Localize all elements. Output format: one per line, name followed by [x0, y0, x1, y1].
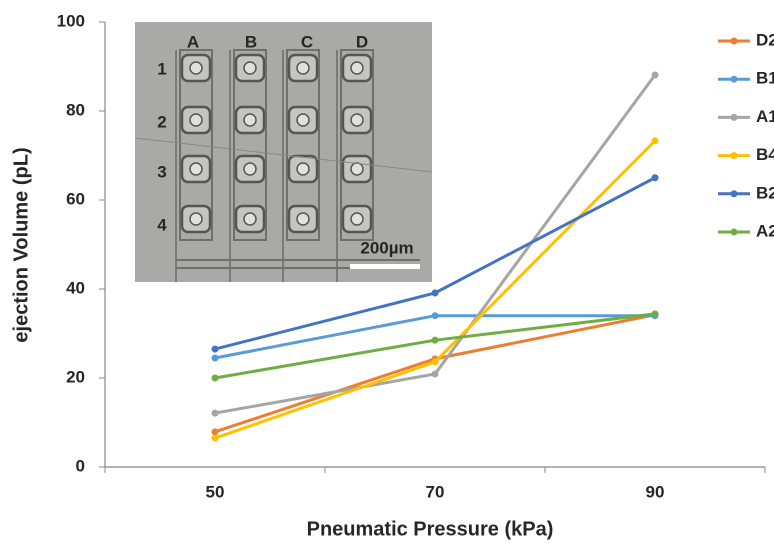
column-label: C [301, 32, 313, 51]
y-tick-label: 60 [66, 189, 85, 208]
data-point [431, 358, 439, 366]
y-axis-title: ejection Volume (pL) [10, 147, 32, 342]
x-tick-label: 90 [646, 482, 665, 501]
well-hole [243, 162, 257, 176]
y-tick-label: 80 [66, 100, 85, 119]
y-tick-label: 20 [66, 367, 85, 386]
well-hole [296, 162, 310, 176]
legend-label: B1 [756, 69, 774, 88]
channel [179, 49, 213, 241]
data-point [651, 310, 659, 318]
scratch [134, 137, 433, 173]
well-hole [296, 61, 310, 75]
channel [286, 49, 320, 241]
well-hole [189, 61, 203, 75]
legend-marker [730, 190, 738, 198]
well-hole [189, 162, 203, 176]
well-hole [243, 61, 257, 75]
well-hole [243, 113, 257, 127]
legend-marker [730, 228, 738, 236]
scale-bar [350, 264, 420, 269]
well-hole [296, 212, 310, 226]
legend-label: B2 [756, 183, 774, 202]
column-label: D [356, 32, 368, 51]
legend-label: A2 [756, 221, 774, 240]
well-hole [350, 61, 364, 75]
y-tick-label: 0 [76, 456, 85, 475]
legend-label: B4 [756, 145, 774, 164]
x-axis-title: Pneumatic Pressure (kPa) [307, 518, 554, 540]
channel [340, 49, 374, 241]
legend-label: D2 [756, 30, 774, 49]
row-label: 3 [157, 162, 166, 181]
data-point [651, 71, 659, 79]
data-point [211, 345, 219, 353]
column-label: A [187, 32, 199, 51]
data-point [431, 370, 439, 378]
well-hole [243, 212, 257, 226]
well-hole [189, 212, 203, 226]
well-hole [350, 113, 364, 127]
data-point [211, 428, 219, 436]
row-label: 4 [157, 215, 167, 234]
column-label: B [245, 32, 257, 51]
data-point [211, 354, 219, 362]
data-point [651, 137, 659, 145]
legend-marker [730, 152, 738, 160]
row-label: 2 [157, 112, 166, 131]
data-point [211, 434, 219, 442]
well-hole [189, 113, 203, 127]
data-point [651, 174, 659, 182]
row-label: 1 [157, 59, 166, 78]
legend-marker [730, 75, 738, 83]
data-point [431, 336, 439, 344]
x-tick-label: 70 [426, 482, 445, 501]
y-tick-label: 100 [57, 11, 85, 30]
data-point [431, 289, 439, 297]
channel [233, 49, 267, 241]
legend-marker [730, 113, 738, 121]
well-hole [350, 162, 364, 176]
x-tick-label: 50 [206, 482, 225, 501]
y-tick-label: 40 [66, 278, 85, 297]
well-hole [350, 212, 364, 226]
legend-label: A1 [756, 107, 774, 126]
well-hole [296, 113, 310, 127]
scale-bar-label: 200µm [360, 238, 413, 257]
inset-image: A B C D 1 2 3 4 200µm [134, 22, 433, 282]
data-point [211, 374, 219, 382]
data-point [211, 409, 219, 417]
data-point [431, 312, 439, 320]
legend-marker [730, 37, 738, 45]
